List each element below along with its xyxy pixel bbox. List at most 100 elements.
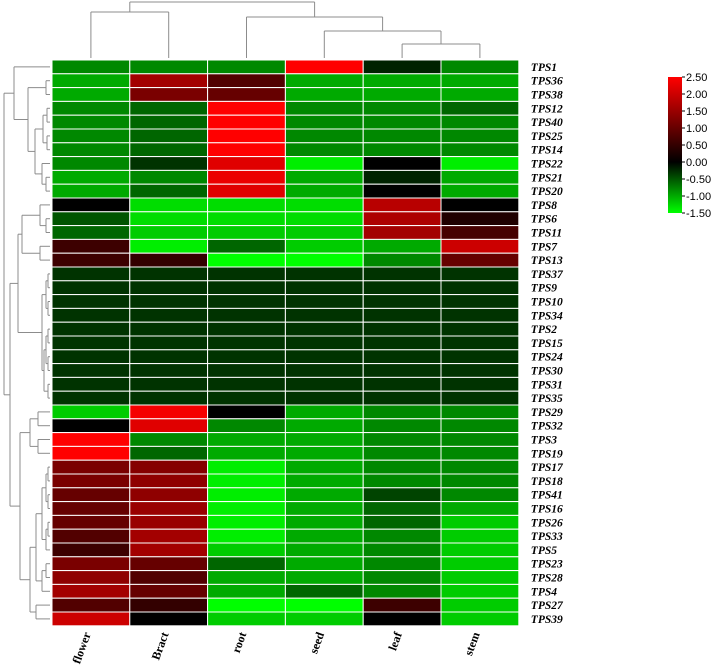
heatmap-cell-tps29-stem [440,404,520,420]
heatmap-cell-tps16-flower [51,501,131,516]
row-label-tps34: TPS34 [531,310,563,322]
heatmap-cell-tps3-bract [129,432,209,447]
heatmap-cell-tps40-leaf [362,114,442,130]
heatmap-cell-tps21-bract [129,169,209,185]
heatmap-cell-tps19-leaf [362,445,442,461]
heatmap-cell-tps31-seed [284,376,364,392]
heatmap-cell-tps4-root [207,583,286,599]
heatmap-cell-tps25-flower [51,128,131,144]
heatmap-cell-tps38-stem [440,87,520,102]
heatmap-cell-tps35-bract [129,390,209,406]
heatmap-cell-tps17-flower [51,459,131,475]
heatmap-cell-tps33-leaf [362,528,442,544]
heatmap-cell-tps6-leaf [362,211,442,227]
heatmap-cell-tps8-seed [284,197,364,213]
color-scale-tick-label: 0.50 [686,140,707,152]
heatmap-cell-tps28-bract [129,570,209,585]
heatmap-cell-tps11-leaf [362,225,442,240]
heatmap-cell-tps33-root [207,528,286,544]
heatmap-cell-tps28-root [207,570,286,585]
heatmap-cell-tps22-stem [440,156,520,171]
heatmap-cell-tps25-leaf [362,128,442,144]
heatmap-cell-tps39-stem [440,611,520,627]
heatmap-cell-tps11-stem [440,225,520,240]
row-label-tps38: TPS38 [531,90,563,102]
heatmap-cell-tps21-leaf [362,169,442,185]
heatmap-cell-tps31-stem [440,376,520,392]
heatmap-cell-tps31-leaf [362,376,442,392]
heatmap-cell-tps41-stem [440,487,520,503]
heatmap-cell-tps27-bract [129,597,209,613]
heatmap-cell-tps41-leaf [362,487,442,503]
heatmap-cell-tps28-stem [440,570,520,585]
heatmap-cell-tps30-stem [440,363,520,378]
heatmap-cell-tps20-root [207,183,286,199]
heatmap-cell-tps34-leaf [362,307,442,323]
heatmap-cell-tps36-leaf [362,73,442,89]
row-dendrogram [3,66,50,620]
heatmap-cell-tps22-flower [51,156,131,171]
color-scale-bar [668,77,682,213]
heatmap-cell-tps32-seed [284,418,364,434]
heatmap-cell-tps37-root [207,266,286,282]
heatmap-cell-tps24-seed [284,349,364,365]
heatmap-cell-tps35-root [207,390,286,406]
heatmap-cell-tps19-root [207,445,286,461]
heatmap-cell-tps27-flower [51,597,131,613]
heatmap-cell-tps7-root [207,238,286,254]
heatmap-cell-tps6-flower [51,211,131,227]
heatmap-cell-tps39-seed [284,611,364,627]
heatmap-cell-tps18-flower [51,473,131,489]
heatmap-cell-tps18-leaf [362,473,442,489]
heatmap-cell-tps22-root [207,156,286,171]
heatmap-cell-tps15-root [207,335,286,351]
heatmap-cell-tps30-leaf [362,363,442,378]
heatmap-cell-tps6-seed [284,211,364,227]
heatmap-cell-tps14-stem [440,142,520,158]
heatmap-cell-tps13-bract [129,252,209,268]
heatmap-cell-tps15-stem [440,335,520,351]
column-label-flower: flower [69,629,94,665]
heatmap-cell-tps32-stem [440,418,520,434]
heatmap-cell-tps33-seed [284,528,364,544]
column-label-seed: seed [306,630,327,656]
heatmap-cell-tps1-root [207,59,286,75]
heatmap-cell-tps34-root [207,307,286,323]
heatmap-cell-tps3-leaf [362,432,442,447]
heatmap-cell-tps6-bract [129,211,209,227]
color-scale-tick-label: -1.50 [686,208,711,220]
heatmap-cell-tps20-flower [51,183,131,199]
heatmap-cell-tps35-leaf [362,390,442,406]
heatmap-cell-tps27-root [207,597,286,613]
row-label-tps18: TPS18 [531,476,563,488]
heatmap-cell-tps2-leaf [362,321,442,337]
heatmap-cell-tps28-leaf [362,570,442,585]
heatmap-cell-tps12-stem [440,100,520,116]
heatmap-cell-tps26-seed [284,514,364,530]
heatmap-cell-tps40-root [207,114,286,130]
heatmap-cell-tps26-leaf [362,514,442,530]
heatmap-cell-tps29-bract [129,404,209,420]
heatmap-cell-tps18-seed [284,473,364,489]
row-label-tps36: TPS36 [531,76,563,88]
heatmap-cell-tps16-root [207,501,286,516]
row-label-tps3: TPS3 [531,435,557,447]
heatmap-cell-tps10-bract [129,294,209,309]
heatmap-cell-tps28-flower [51,570,131,585]
heatmap-cell-tps24-leaf [362,349,442,365]
heatmap-cell-tps9-bract [129,280,209,296]
heatmap-cell-tps5-root [207,542,286,558]
heatmap-cell-tps26-bract [129,514,209,530]
heatmap-cell-tps29-seed [284,404,364,420]
heatmap-cell-tps24-stem [440,349,520,365]
row-label-tps6: TPS6 [531,214,557,226]
row-label-tps24: TPS24 [531,352,563,364]
heatmap-cell-tps20-seed [284,183,364,199]
heatmap-cell-tps11-seed [284,225,364,240]
heatmap-cell-tps1-bract [129,59,209,75]
heatmap-cell-tps25-root [207,128,286,144]
heatmap-cell-tps12-leaf [362,100,442,116]
heatmap-cell-tps12-flower [51,100,131,116]
heatmap-cell-tps32-leaf [362,418,442,434]
heatmap-cell-tps38-seed [284,87,364,102]
